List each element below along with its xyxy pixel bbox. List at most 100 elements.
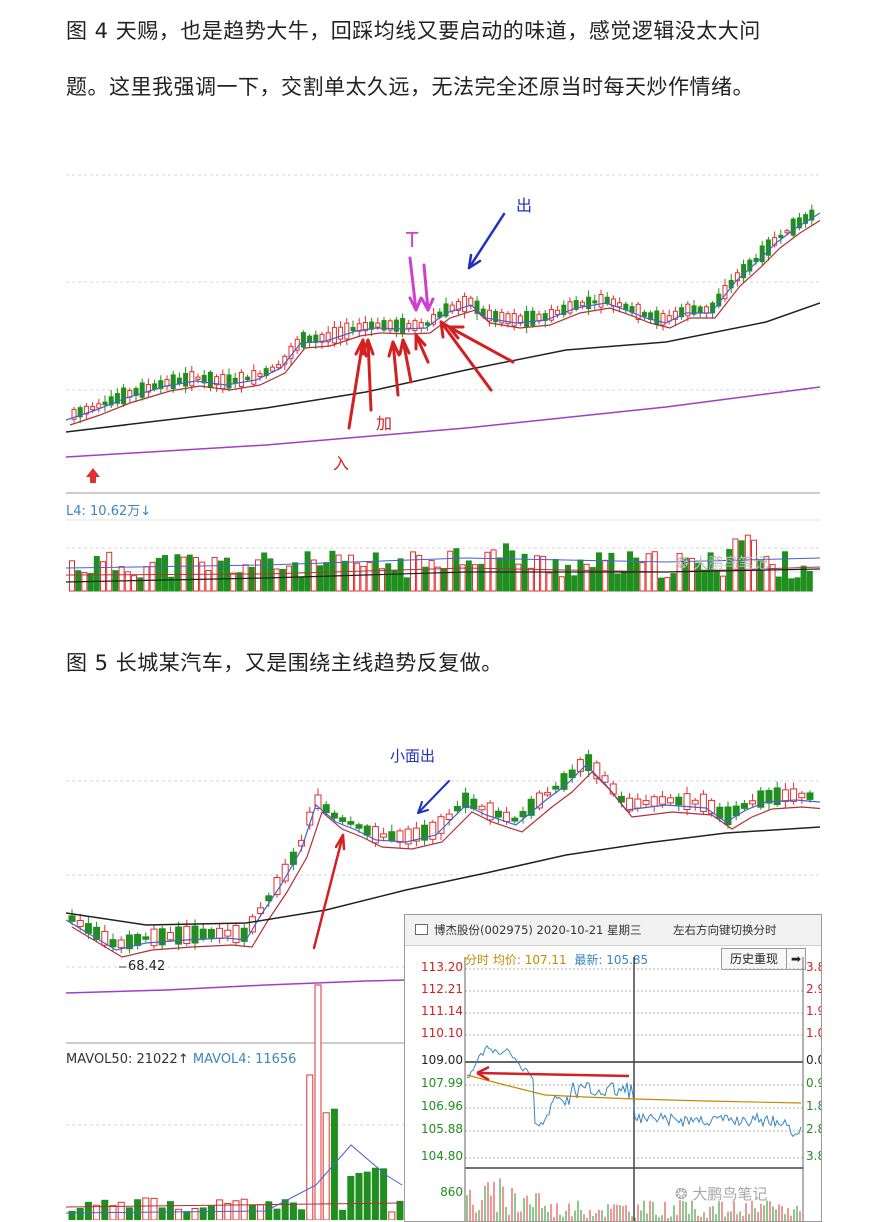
candle <box>396 828 404 848</box>
candle <box>263 365 269 380</box>
volume-bar <box>794 577 801 592</box>
volume-bar <box>403 577 410 592</box>
volume-bar <box>515 563 522 592</box>
volume-bar <box>143 566 150 592</box>
volume-bar <box>174 554 181 592</box>
candle <box>170 370 176 393</box>
volume-bar <box>744 534 751 592</box>
volume-bar <box>106 551 113 592</box>
volume-bar <box>583 563 590 592</box>
candle <box>232 372 238 389</box>
volume-bar <box>713 569 720 592</box>
volume-bar <box>205 570 212 592</box>
candle <box>579 299 585 310</box>
volume-bar <box>273 568 280 592</box>
volume-bar <box>199 1207 207 1220</box>
volume-bar <box>589 567 596 592</box>
volume-bar <box>142 1197 150 1220</box>
window-doc-icon <box>415 924 428 935</box>
candle <box>145 378 151 398</box>
percent-axis-label: 3.8 <box>806 1149 821 1163</box>
candle <box>322 801 330 816</box>
volume-ma-short <box>66 557 820 569</box>
intraday-window[interactable]: 博杰股份(002975) 2020-10-21 星期三 左右方向键切换分时 分时… <box>404 914 822 1222</box>
candle <box>404 825 412 849</box>
volume-bar <box>658 577 664 592</box>
candle <box>803 212 809 228</box>
candle <box>380 827 388 842</box>
candle <box>347 816 355 827</box>
price-axis-label: 110.10 <box>421 1026 463 1040</box>
candle <box>449 301 455 315</box>
volume-bar <box>255 559 261 592</box>
volume-bar <box>76 1207 84 1220</box>
volume-bar <box>339 1209 347 1220</box>
candle <box>330 810 338 821</box>
volume-bar <box>150 1197 158 1220</box>
candle <box>300 330 306 350</box>
candle <box>519 806 527 824</box>
intraday-price-line <box>466 1045 802 1138</box>
candle <box>350 320 356 336</box>
candle <box>319 331 325 349</box>
volume-bar <box>306 1074 314 1220</box>
candle <box>773 781 781 807</box>
volume-bar <box>248 567 255 592</box>
candle <box>740 799 748 812</box>
candle <box>363 823 371 840</box>
candle <box>127 387 133 404</box>
volume-bar <box>478 563 485 592</box>
volume-bar <box>410 551 416 592</box>
price-axis-label: 104.80 <box>421 1149 463 1163</box>
candle <box>388 824 396 843</box>
candle <box>431 307 437 327</box>
volume-bar <box>546 572 553 592</box>
volume-bar <box>453 548 460 592</box>
volume-bar <box>602 559 609 592</box>
volume-bar <box>137 577 144 592</box>
volume-bar <box>289 1202 297 1220</box>
candle <box>421 819 429 846</box>
candle <box>125 930 133 954</box>
candle <box>371 822 379 847</box>
candle <box>535 790 543 811</box>
candle <box>683 786 691 816</box>
annotation-t: T <box>406 228 419 252</box>
candle <box>121 383 127 408</box>
volume-bar <box>385 563 392 592</box>
volume-bar <box>757 560 764 592</box>
volume-ma-mid <box>66 566 820 576</box>
volume-bar <box>633 557 640 592</box>
candle <box>418 318 424 333</box>
candle <box>642 794 650 808</box>
volume-bar <box>118 566 125 592</box>
annotation-small-sell: 小面出 <box>390 747 436 765</box>
volume-bar <box>707 552 714 592</box>
volume-bar <box>763 555 770 592</box>
volume-bar <box>577 559 584 592</box>
candle <box>445 809 453 826</box>
volume-bar <box>281 1199 289 1220</box>
volume-bar <box>396 1200 404 1220</box>
candle <box>592 294 598 310</box>
volume-bar <box>149 561 156 592</box>
candle <box>685 301 691 322</box>
volume-ma-short <box>66 1144 403 1214</box>
candle <box>175 921 183 951</box>
volume-bar <box>279 568 286 592</box>
volume-bar <box>354 562 361 592</box>
candle <box>703 304 709 318</box>
candle <box>362 316 368 337</box>
percent-axis-label: 1.8 <box>806 1099 821 1113</box>
percent-axis-label: 2.9 <box>806 982 821 996</box>
price-axis-label: 112.21 <box>421 982 463 996</box>
low-price-label: 68.42 <box>128 959 166 974</box>
next-arrow-button[interactable]: ➡ <box>786 948 806 970</box>
volume-bar <box>217 560 224 592</box>
candle <box>207 927 215 943</box>
volume-bar <box>682 557 689 592</box>
volume-bar <box>422 566 429 592</box>
candle <box>412 318 418 334</box>
figure4-kline-chart: 出 T 加 入 L4: 10.62万↓ ❂ 大鹏鸟笔记 <box>66 170 820 595</box>
price-axis-label: 111.14 <box>421 1004 463 1018</box>
